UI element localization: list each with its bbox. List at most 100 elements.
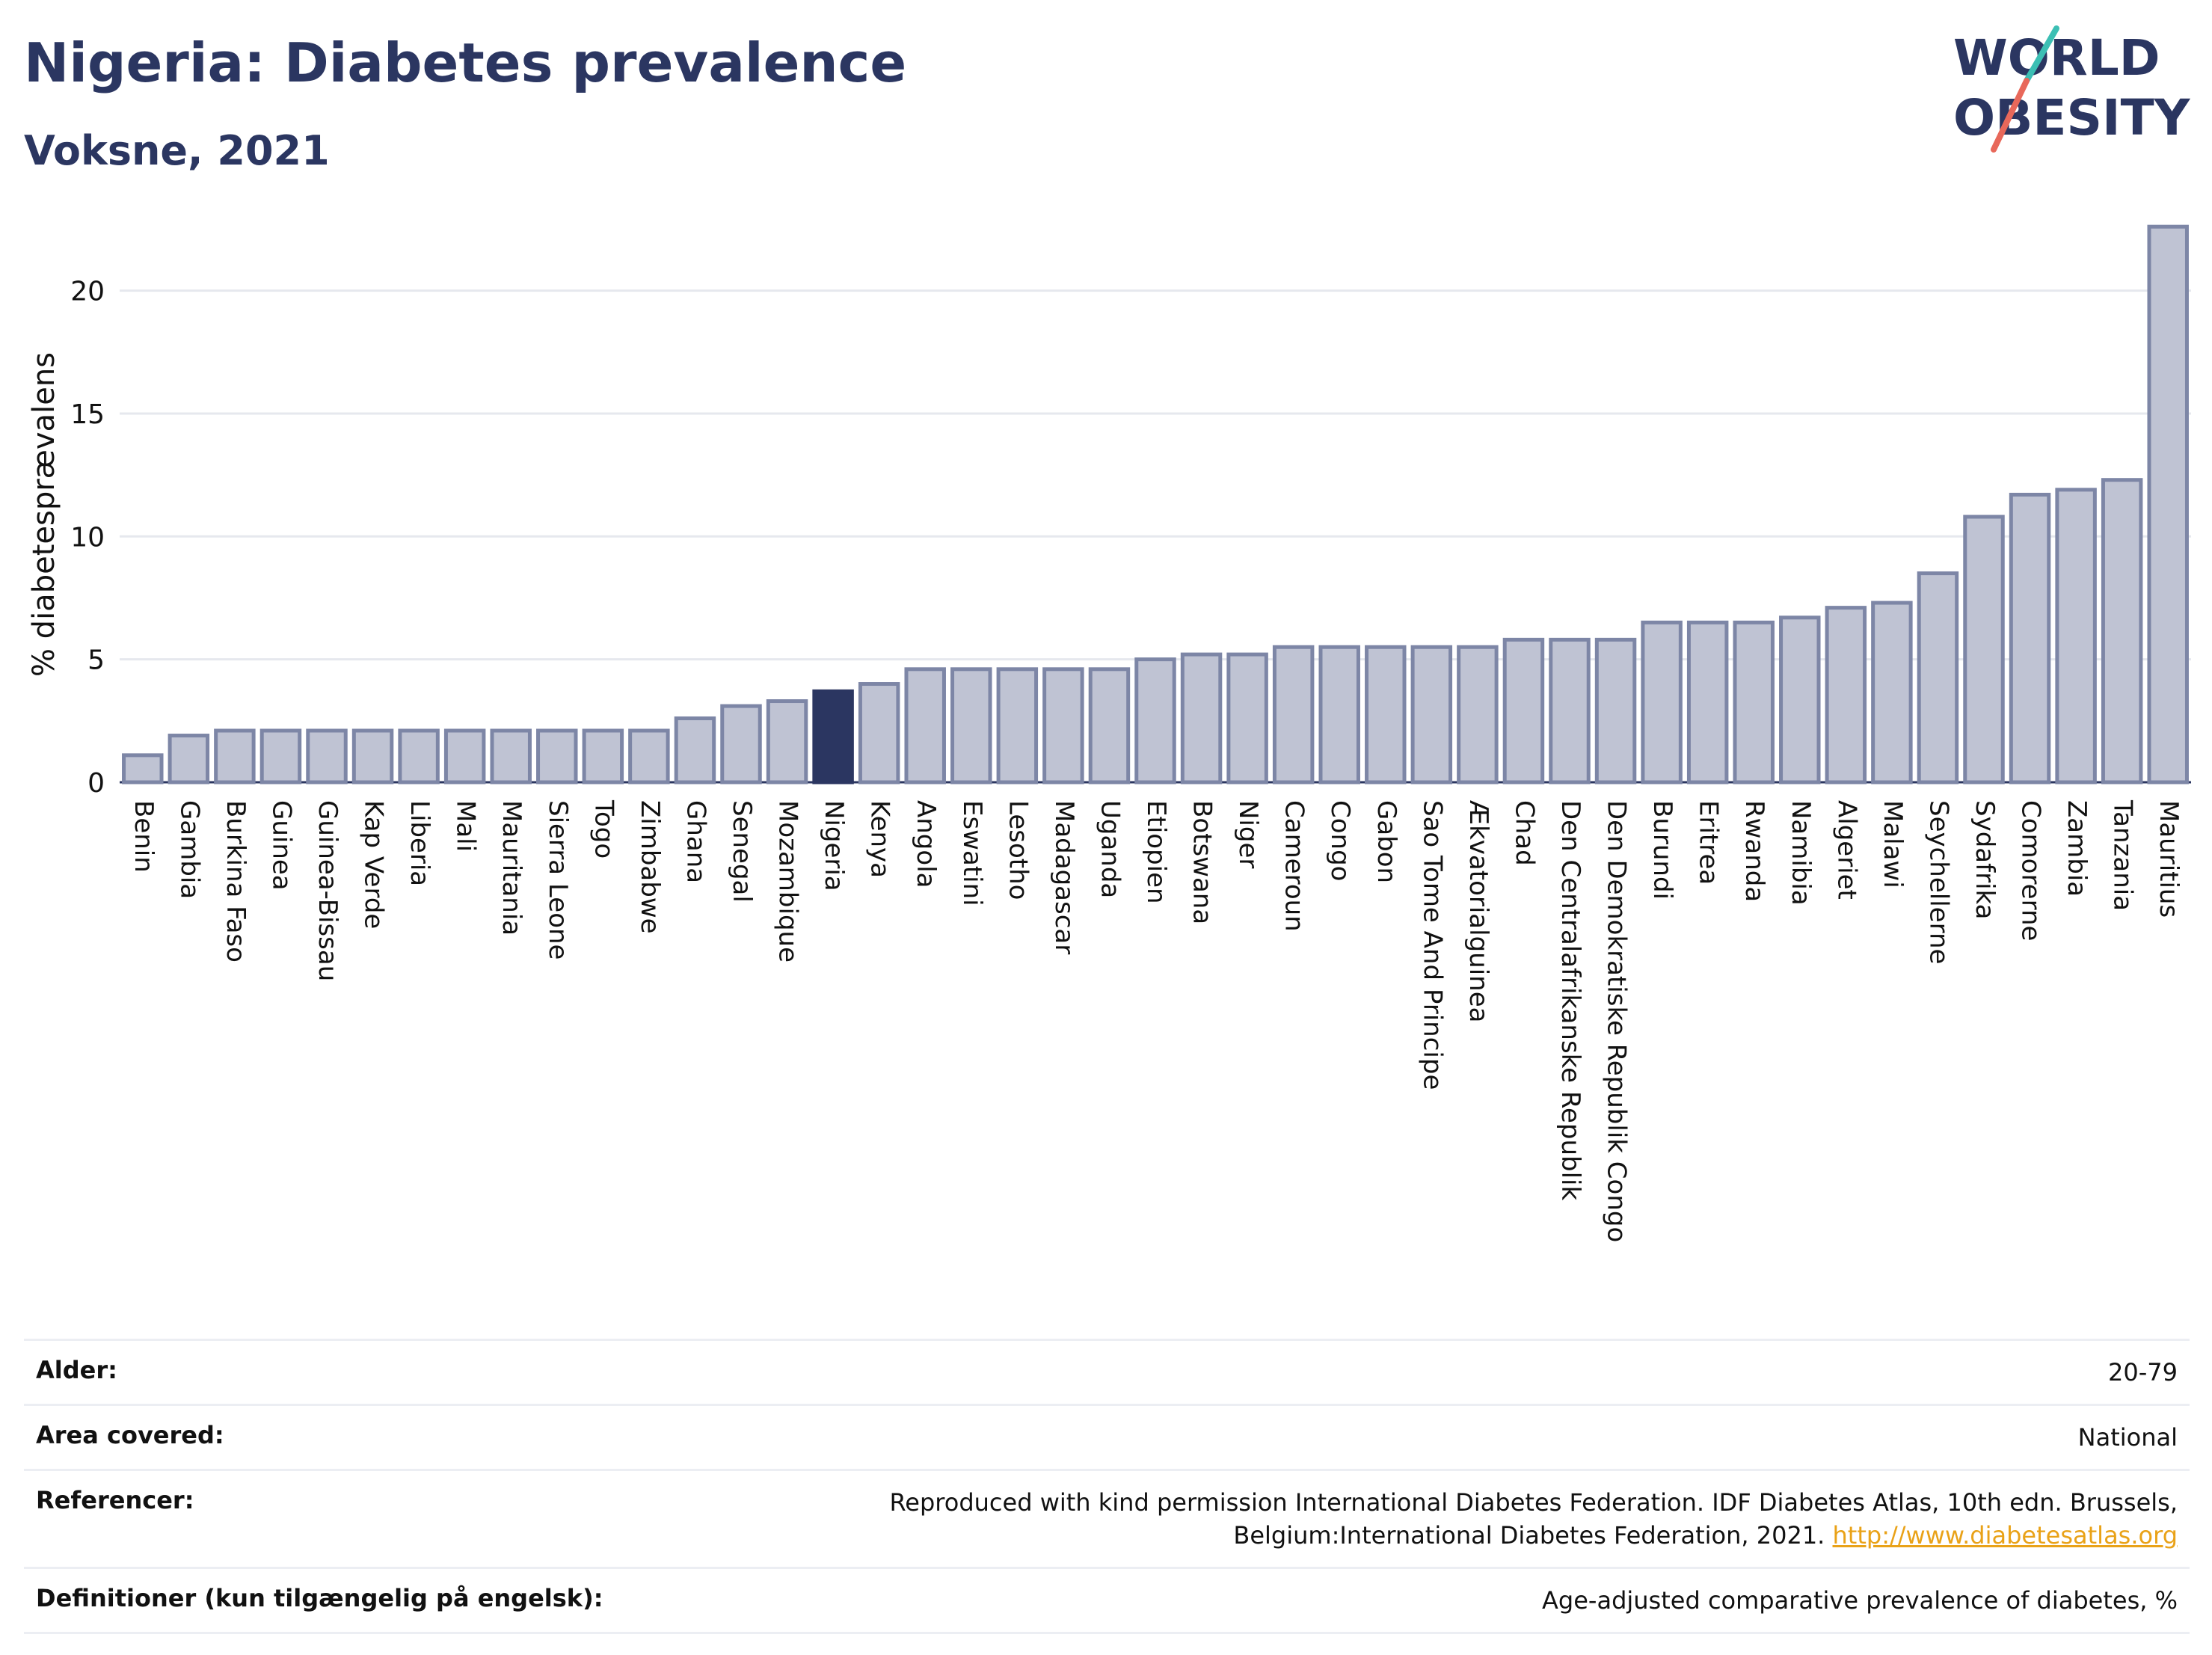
- bar-botswana: [1180, 652, 1223, 784]
- bar-chart: 0 5 10 15 20 Benin Gambia Burkina Faso Guinea Gu…: [27, 224, 2191, 1242]
- info-value-text: Reproduced with kind permission Internat…: [889, 1488, 2178, 1550]
- bar-lesotho: [996, 667, 1039, 784]
- info-label: Definitioner (kun tilgængelig på engelsk…: [36, 1584, 603, 1612]
- svg-text:OBESITY: OBESITY: [1953, 89, 2191, 147]
- bar-zambia: [2055, 488, 2097, 784]
- bar-gabon: [1365, 645, 1407, 784]
- x-tick-label: Lesotho: [1003, 800, 1033, 900]
- bar-kap-verde: [351, 728, 394, 784]
- bar-togo: [582, 728, 624, 784]
- x-tick-label: Congo: [1325, 800, 1355, 881]
- bar-zimbabwe: [628, 728, 670, 784]
- bar-namibia: [1779, 615, 1821, 784]
- y-tick-label: 5: [87, 645, 105, 676]
- x-tick-label: Kenya: [865, 800, 895, 878]
- bar-mauritania: [490, 728, 532, 784]
- x-tick-label: Uganda: [1095, 800, 1125, 898]
- bar-seychellerne: [1917, 571, 1959, 784]
- x-tick-label: Eritrea: [1694, 800, 1724, 885]
- bar-kenya: [858, 682, 900, 784]
- info-value: National: [2078, 1421, 2178, 1454]
- info-label: Referencer:: [36, 1486, 194, 1514]
- x-tick-label: Namibia: [1786, 800, 1816, 906]
- x-tick-label: Niger: [1233, 800, 1263, 868]
- bar-nigeria: [812, 689, 854, 784]
- x-tick-label: Burkina Faso: [221, 800, 251, 962]
- x-tick-label: Senegal: [727, 800, 757, 903]
- x-tick-labels: Benin Gambia Burkina Faso Guinea Guinea-Biss…: [129, 799, 2184, 1242]
- world-obesity-logo: WORLD OBESITY: [1953, 25, 2191, 153]
- svg-text:WORLD: WORLD: [1953, 29, 2160, 87]
- info-table: Alder: 20-79 Area covered: National Referenc…: [24, 1339, 2190, 1634]
- bar-algeriet: [1825, 606, 1867, 784]
- x-tick-label: Angola: [911, 800, 941, 888]
- y-tick-label: 20: [70, 277, 105, 307]
- info-value: 20-79: [2108, 1356, 2178, 1389]
- bar-gambia: [168, 734, 210, 784]
- bar-liberia: [398, 728, 440, 784]
- bar-cameroun: [1272, 645, 1315, 784]
- x-tick-label: Chad: [1509, 800, 1539, 866]
- x-tick-label: Gabon: [1371, 800, 1401, 883]
- bar-den-centralafrikanske-republik: [1549, 637, 1591, 784]
- y-tick-labels: 0 5 10 15 20: [70, 277, 105, 799]
- x-tick-label: Zambia: [2062, 800, 2092, 897]
- x-tick-label: Cameroun: [1279, 800, 1309, 932]
- info-label: Area covered:: [36, 1421, 224, 1449]
- x-tick-label: Zimbabwe: [635, 800, 665, 934]
- y-tick-label: 10: [70, 522, 105, 553]
- bar-burundi: [1641, 620, 1683, 784]
- x-tick-label: Benin: [129, 800, 159, 873]
- y-tick-label: 0: [87, 768, 105, 799]
- x-tick-label: Seychellerne: [1923, 800, 1953, 964]
- x-tick-label: Den Centralafrikanske Republik: [1555, 800, 1585, 1200]
- x-tick-label: Guinea: [266, 800, 296, 891]
- x-tick-label: Sierra Leone: [543, 800, 573, 959]
- x-tick-label: Rwanda: [1739, 800, 1769, 902]
- bar-ghana: [674, 716, 716, 784]
- info-row: Alder: 20-79: [24, 1339, 2190, 1404]
- x-tick-label: Togo: [589, 799, 618, 859]
- x-tick-label: Eswatini: [957, 800, 987, 906]
- bar-sierra-leone: [536, 728, 578, 784]
- info-value: Reproduced with kind permission Internat…: [652, 1486, 2178, 1552]
- x-tick-label: Liberia: [405, 800, 434, 886]
- x-tick-label: Comorerne: [2016, 800, 2046, 941]
- bar-ækvatorialguinea: [1457, 645, 1499, 784]
- x-tick-label: Mauritius: [2154, 800, 2184, 918]
- info-row: Definitioner (kun tilgængelig på engelsk…: [24, 1567, 2190, 1634]
- info-row: Referencer: Reproduced with kind permissi…: [24, 1469, 2190, 1567]
- bar-sydafrika: [1963, 515, 2005, 784]
- bar-eritrea: [1686, 620, 1729, 784]
- x-tick-label: Mauritania: [497, 800, 526, 936]
- bar-etiopien: [1134, 657, 1176, 784]
- bar-den-demokratiske-republik-congo: [1594, 637, 1637, 784]
- bar-senegal: [720, 704, 762, 784]
- y-axis-label: % diabetesprævalens: [27, 352, 61, 677]
- x-tick-label: Botswana: [1188, 800, 1217, 924]
- x-tick-label: Sydafrika: [1970, 800, 2000, 919]
- bar-uganda: [1088, 667, 1131, 784]
- x-tick-label: Ækvatorialguinea: [1463, 800, 1493, 1022]
- x-tick-label: Ghana: [681, 800, 710, 883]
- page-subtitle: Voksne, 2021: [24, 127, 330, 174]
- bar-mali: [443, 728, 486, 784]
- x-tick-label: Malawi: [1878, 800, 1908, 888]
- x-tick-label: Tanzania: [2108, 799, 2138, 911]
- info-value-text: 20-79: [2108, 1358, 2178, 1387]
- bar-congo: [1318, 645, 1360, 784]
- bar-malawi: [1871, 601, 1913, 784]
- bar-guinea-bissau: [306, 728, 348, 784]
- x-tick-label: Burundi: [1647, 800, 1677, 900]
- x-tick-label: Nigeria: [819, 800, 849, 891]
- y-tick-label: 15: [70, 399, 105, 430]
- x-tick-label: Algeriet: [1831, 800, 1861, 900]
- bar-rwanda: [1733, 620, 1775, 784]
- bar-niger: [1226, 652, 1268, 784]
- x-tick-label: Sao Tome And Principe: [1417, 800, 1447, 1090]
- info-value: Age-adjusted comparative prevalence of d…: [1542, 1584, 2178, 1617]
- bar-tanzania: [2101, 478, 2143, 784]
- reference-link[interactable]: http://www.diabetesatlas.org: [1832, 1521, 2178, 1550]
- info-row: Area covered: National: [24, 1404, 2190, 1469]
- x-tick-label: Etiopien: [1141, 800, 1171, 904]
